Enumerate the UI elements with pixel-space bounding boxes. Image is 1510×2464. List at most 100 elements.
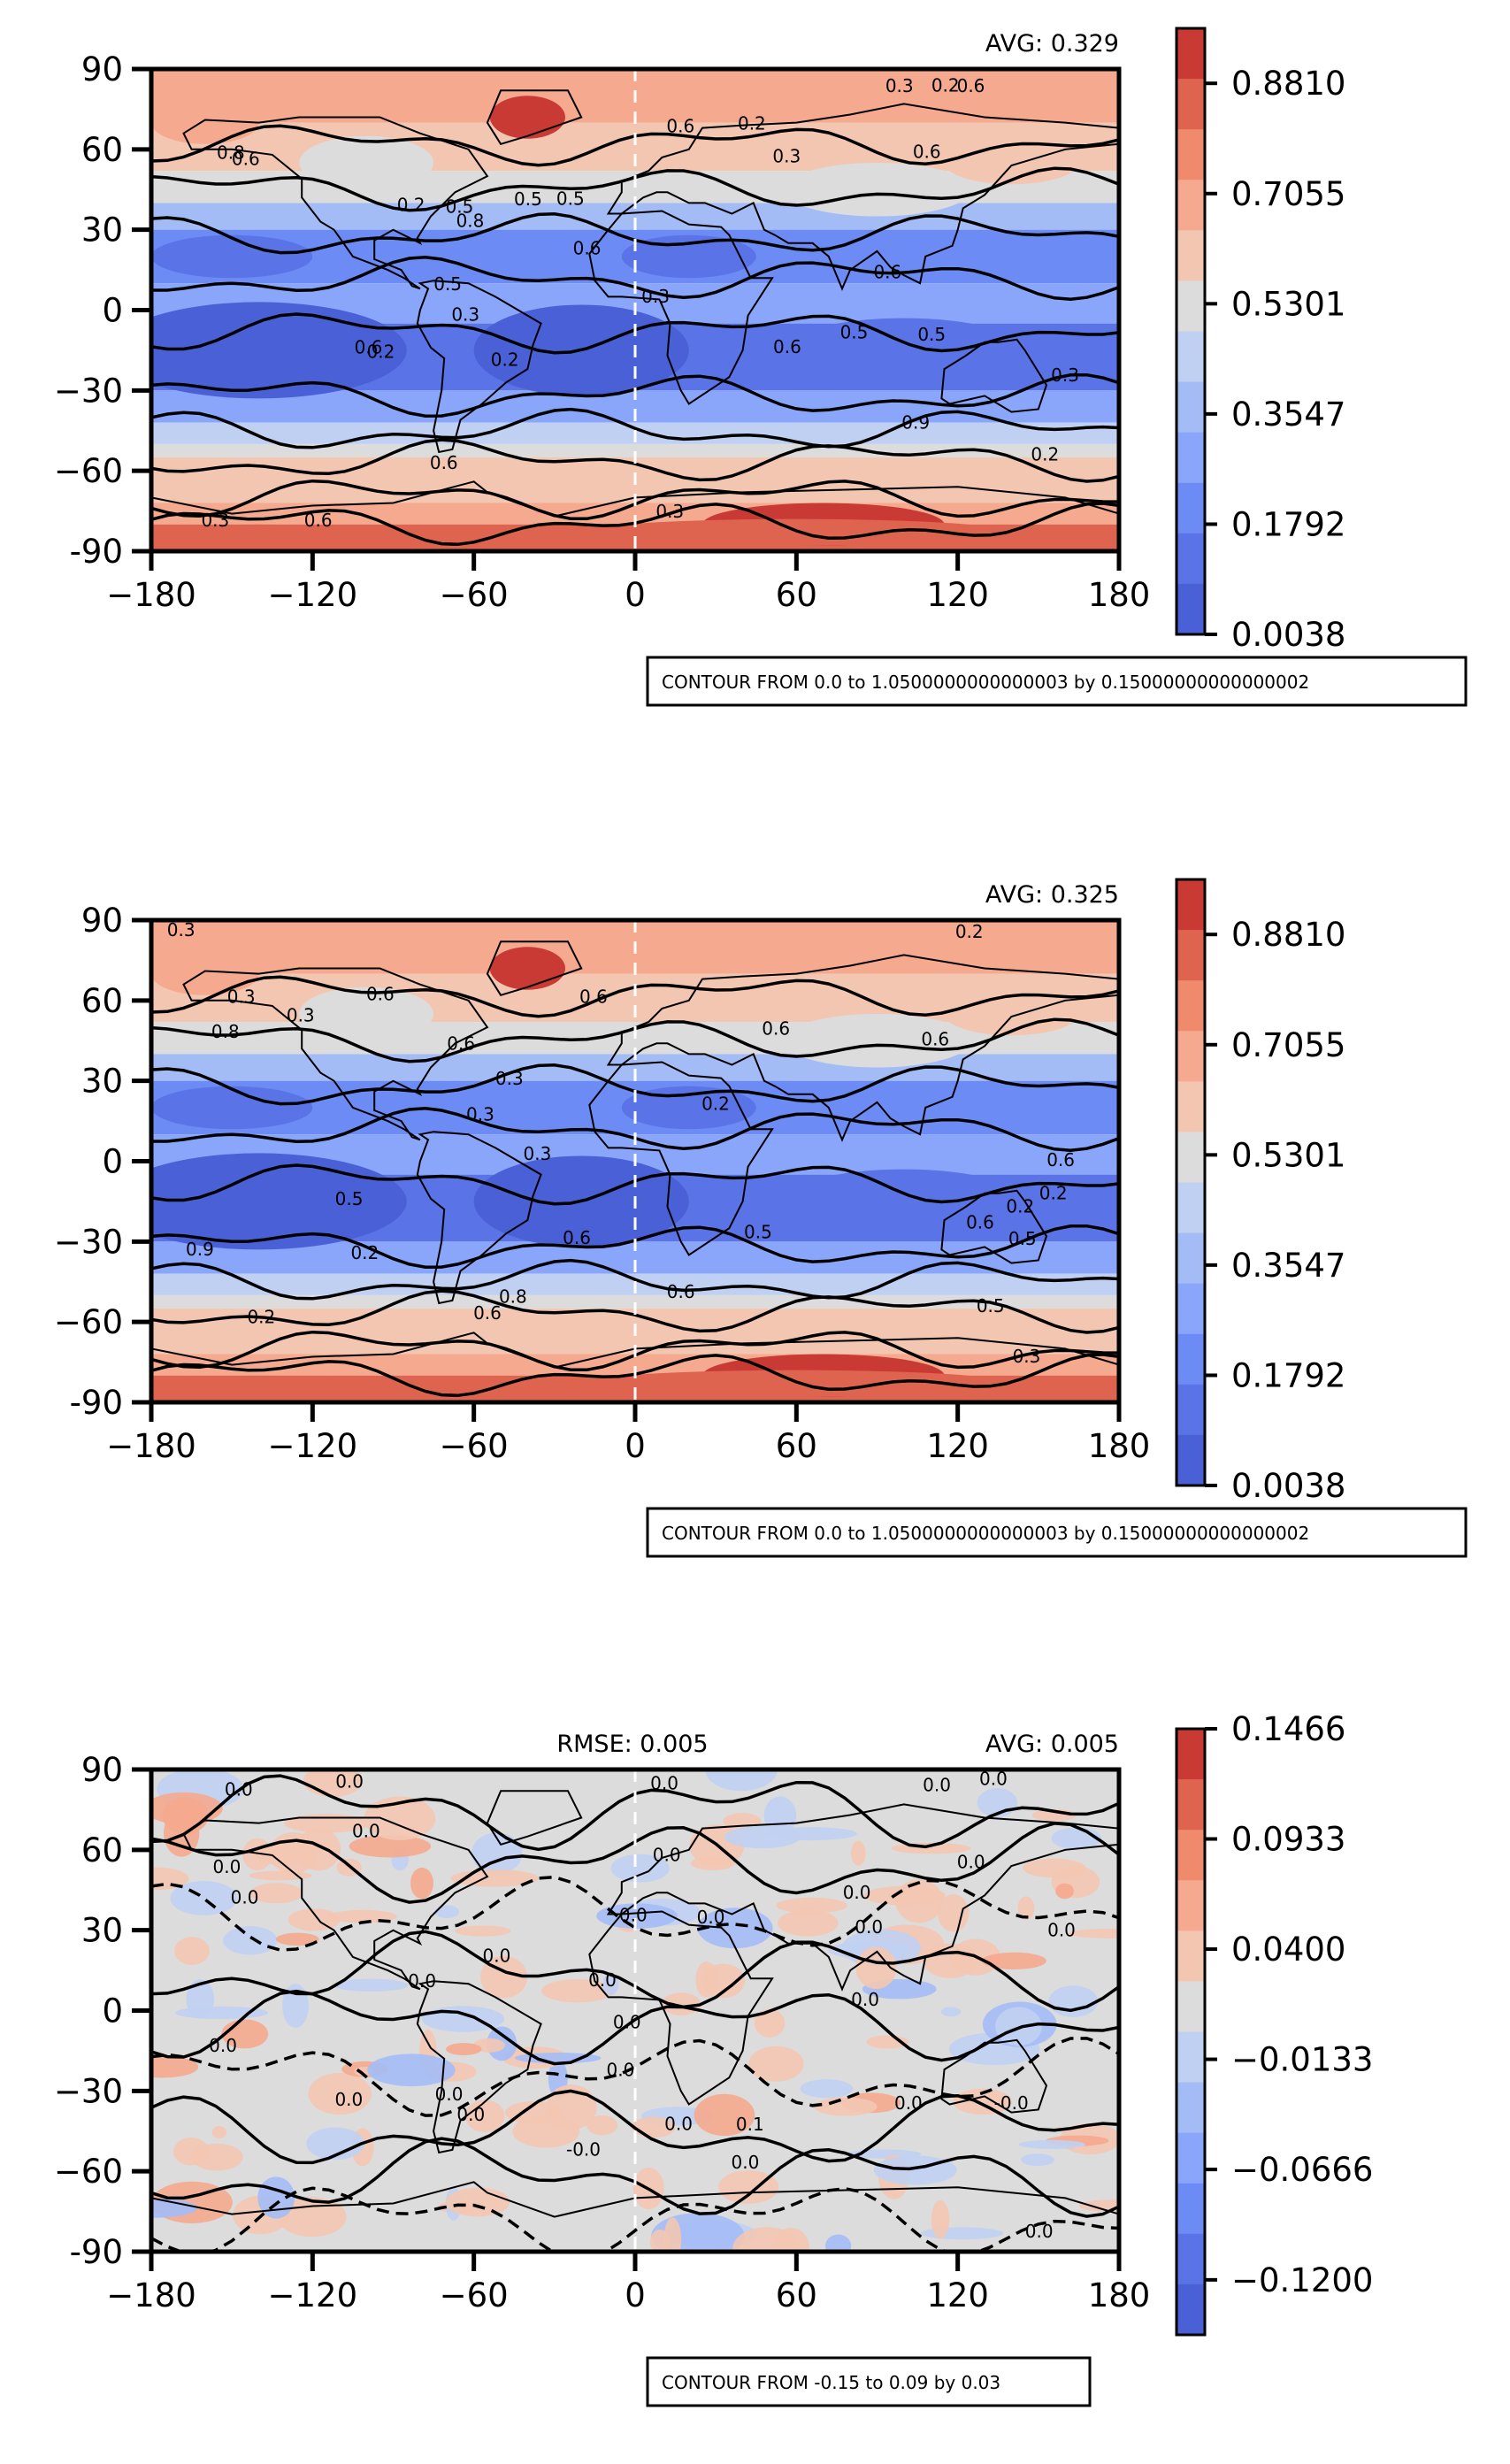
colorbar-tick-label: 0.8810 [1231,65,1345,103]
contour-label: -0.0 [994,2092,1029,2114]
colorbar-tick-label: 0.0038 [1231,616,1345,654]
map-field [151,920,1119,1402]
field-region [851,1840,866,1866]
contour-label: 0.6 [762,1017,790,1039]
colorbar-tick-label: 0.3547 [1231,395,1345,434]
contour-label: 0.6 [366,984,395,1005]
contour-label: 0.1 [736,2114,764,2135]
field-region [783,1169,1025,1234]
colorbar-segment [1177,1384,1205,1436]
field-region [364,1796,436,1840]
field-region [1017,1896,1035,1920]
field-region [705,1769,778,1792]
colorbar-segment [1177,2183,1205,2235]
contour-note: CONTOUR FROM 0.0 to 1.0500000000000003 b… [662,672,1309,693]
contour-label: 0.3 [167,919,195,940]
x-tick-label: −60 [440,2276,509,2314]
contour-line [151,438,1119,483]
field-region [514,2052,602,2064]
colorbar-tick-label: 0.5301 [1231,285,1345,323]
field-region [596,1903,678,1929]
y-tick-label: −60 [54,1303,123,1341]
map-panel-3: 0.0 0.0 0.0 0.0 0.0 0.0 0.0 0.0 0.0 0.0 -0.0 0.0 0.0… [54,1710,1373,2407]
field-region [299,135,434,190]
field-region [299,986,434,1041]
field-region [505,2100,562,2124]
field-region [695,1961,718,1998]
colorbar-segment [1177,1830,1205,1881]
y-tick-label: 60 [81,1831,123,1869]
contour-label: 0.2 [931,75,960,96]
field-region [697,1907,773,1949]
coastline [588,1061,774,1256]
contour-line [151,407,1119,449]
contour-label: 0.8 [217,142,245,164]
x-tick-label: −180 [106,576,196,614]
field-region [464,2099,505,2132]
coastline [182,116,489,290]
field-region [191,2143,243,2171]
field-region [257,2176,295,2219]
field-region [748,2046,804,2082]
contour-label: 0.3 [201,510,229,531]
contour-label: 0.6 [304,510,333,531]
contour-label: 0.0 [843,1882,871,1903]
contour-label: 0.2 [1006,1195,1034,1217]
colorbar-tick-label: 0.0400 [1231,1931,1345,1969]
contour-line [151,2089,1119,2165]
coastline [416,1980,542,2154]
contour-note: CONTOUR FROM 0.0 to 1.0500000000000003 b… [662,1523,1309,1544]
y-tick-label: 30 [81,1912,123,1950]
contour-line [151,2037,1119,2117]
colorbar-segment [1177,2082,1205,2134]
coastline [151,1332,1119,1402]
contour-label: 0.6 [430,452,458,473]
field-region [1078,2199,1119,2212]
field-region [255,1844,306,1866]
colorbar-segment [1177,879,1205,931]
contour-label: 0.2 [701,1094,730,1115]
field-region [410,1867,433,1900]
field-region [367,2053,456,2087]
contour-label: 0.8 [499,1286,527,1308]
map-panel-2: 0.60.60.60.60.60.60.50.30.30.30.30.30.30… [54,878,1468,1558]
colorbar-segment [1177,583,1205,635]
map-field [151,69,1119,551]
y-tick-label: −60 [54,2153,123,2191]
coastline [606,103,1119,291]
field-region [151,234,313,279]
colorbar-segment [1177,533,1205,585]
y-tick-label: 60 [81,131,123,169]
field-region [783,1013,971,1068]
field-region [151,101,259,144]
contour-label: 0.0 [334,2089,363,2110]
field-region [186,1979,215,2019]
x-tick-label: 60 [776,2276,817,2314]
colorbar-segment [1177,432,1205,484]
coastline [486,89,583,145]
colorbar-segment [1177,2284,1205,2336]
x-tick-label: 120 [926,576,989,614]
rmse-label: RMSE: 0.005 [556,1731,708,1758]
field-region [783,162,971,217]
field-region [151,1375,367,1402]
field-region [223,1926,278,1955]
colorbar-segment [1177,930,1205,981]
field-region [306,2127,365,2161]
colorbar-tick-label: 0.5301 [1231,1136,1345,1174]
field-region [151,1153,407,1250]
field-region [944,141,1079,185]
contour-label: 0.0 [664,2114,693,2135]
contour-label: 0.0 [408,1970,436,1992]
field-region [772,2228,809,2252]
field-region [287,1908,341,1931]
contour-note-box [646,1507,1468,1558]
contour-label: 0.0 [607,2059,635,2080]
contour-label: 0.3 [1051,365,1079,386]
colorbar-frame [1175,1727,1207,2337]
contour-label: 0.0 [894,2092,923,2114]
field-region [471,1832,523,1875]
coastline [940,2038,1048,2114]
field-region [825,2234,852,2252]
contour-label: 0.6 [666,115,694,136]
